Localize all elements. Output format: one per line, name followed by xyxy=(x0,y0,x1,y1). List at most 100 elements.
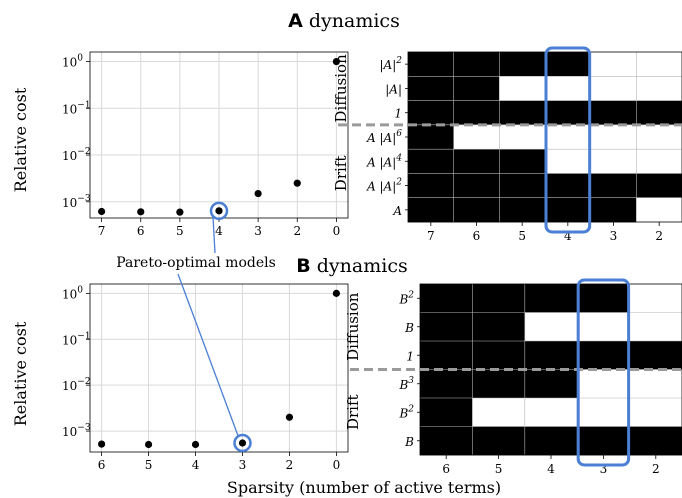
scatter-ytick-label: 10−1 xyxy=(62,331,91,347)
heatmap-cell xyxy=(420,312,473,342)
heatmap-row-label-base: A xyxy=(392,204,402,218)
scatter-xtick-label: 2 xyxy=(293,224,301,238)
heatmap-cell xyxy=(545,100,591,126)
heatmap-cell xyxy=(545,52,591,77)
heatmap-row-label-base: B xyxy=(398,292,408,306)
heatmap-row-label-exp: 3 xyxy=(408,376,414,386)
heatmap-cell xyxy=(590,124,637,150)
heatmap-cell xyxy=(453,52,500,77)
scatter-a-ylabel: Relative cost xyxy=(11,87,30,192)
heatmap-col-label: 2 xyxy=(652,462,660,476)
scatter-point xyxy=(215,207,223,215)
panel-a-letter: A xyxy=(288,10,303,32)
heatmap-group-label: Diffusion xyxy=(344,292,362,361)
scatter-point xyxy=(332,57,340,66)
heatmap-row-label-exp: 2 xyxy=(395,178,402,188)
scatter-ytick-label-exp: 0 xyxy=(77,285,83,295)
heatmap-row-label-base: B xyxy=(398,406,408,420)
heatmap-row-label-exp: 6 xyxy=(396,129,402,139)
heatmap-cell xyxy=(577,284,630,313)
scatter-ytick-label: 10−1 xyxy=(62,100,91,116)
scatter-xtick-label: 3 xyxy=(254,224,262,238)
scatter-point xyxy=(254,189,262,198)
heatmap-cell xyxy=(453,173,500,199)
heatmap-cell xyxy=(629,398,682,427)
heatmap-cell xyxy=(629,426,682,456)
scatter-point xyxy=(98,440,106,448)
heatmap-cell xyxy=(524,341,578,370)
heatmap-cell xyxy=(420,284,473,313)
heatmap-row-label-base: 1 xyxy=(394,107,402,121)
scatter-ytick-label-base: 10 xyxy=(62,56,77,70)
heatmap-row-label-base: B xyxy=(398,378,408,392)
heatmap-cell xyxy=(499,76,546,101)
scatter-xtick-label: 4 xyxy=(215,224,223,238)
scatter-frame xyxy=(89,283,349,453)
scatter-ytick-label: 10−2 xyxy=(62,377,91,393)
heatmap-col-label: 4 xyxy=(547,462,555,476)
heatmap-cell xyxy=(545,197,591,223)
heatmap-col-label: 2 xyxy=(655,229,663,243)
heatmap-cell xyxy=(420,398,473,427)
scatter-ytick-label: 100 xyxy=(62,285,83,301)
scatter-ytick-label: 10−3 xyxy=(62,423,91,439)
heatmap-cell xyxy=(577,341,630,370)
heatmap-col-label: 4 xyxy=(564,229,572,243)
heatmap-cell xyxy=(524,312,578,342)
pareto-callout xyxy=(177,216,240,438)
scatter-xtick-label: 2 xyxy=(286,458,294,472)
scatter-point xyxy=(137,208,145,216)
heatmap-row-label-base: A |A| xyxy=(366,131,396,145)
heatmap-cell xyxy=(590,100,637,126)
heatmap-cell xyxy=(499,124,546,150)
heatmap-cell xyxy=(524,284,578,313)
heatmap-a: |A|2|A|1A |A|6A |A|4A |A|2A7 6 5 4 3 2Diffusi… xyxy=(332,46,682,243)
scatter-point xyxy=(293,179,301,187)
heatmap-cell xyxy=(590,149,637,174)
heatmap-cell xyxy=(472,398,526,427)
scatter-point xyxy=(238,439,247,447)
heatmap-cell xyxy=(408,124,454,150)
scatter-ytick-label-base: 10 xyxy=(62,379,77,393)
scatter-ytick-label-exp: −2 xyxy=(77,147,90,157)
scatter-xtick-label: 4 xyxy=(192,458,200,472)
heatmap-row-label: B xyxy=(404,321,414,335)
heatmap-cell xyxy=(499,52,546,77)
scatter-ytick-label-exp: 0 xyxy=(77,54,83,64)
heatmap-row-label-base: A |A| xyxy=(366,180,396,194)
heatmap-cell xyxy=(499,173,546,199)
scatter-ytick-label-exp: −1 xyxy=(77,100,90,110)
heatmap-cell xyxy=(590,76,637,101)
heatmap-col-label: 3 xyxy=(600,462,608,476)
heatmap-cell xyxy=(499,197,546,223)
heatmap-cell xyxy=(453,76,500,101)
scatter-ytick-label-exp: −3 xyxy=(77,423,91,433)
heatmap-cell xyxy=(636,52,682,77)
panel-b-letter: B xyxy=(296,255,310,277)
heatmap-row-label-base: |A| xyxy=(380,58,397,72)
heatmap-col-label: 3 xyxy=(610,229,618,243)
heatmap-cell xyxy=(629,284,682,313)
heatmap-cell xyxy=(636,173,682,199)
scatter-ytick-label-exp: −3 xyxy=(77,194,91,204)
heatmap-row-label-exp: 2 xyxy=(407,290,414,300)
heatmap-cell xyxy=(545,173,591,199)
heatmap-cell xyxy=(636,76,682,101)
scatter-xtick-label: 5 xyxy=(145,458,153,472)
panel-b-word: dynamics xyxy=(317,255,408,277)
heatmap-row-label-base: |A| xyxy=(385,82,402,96)
heatmap-cell xyxy=(590,197,637,223)
scatter-ytick-label: 10−2 xyxy=(62,147,91,163)
heatmap-cell xyxy=(472,284,526,313)
scatter-point xyxy=(191,440,200,449)
shared-xlabel: Sparsity (number of active terms) xyxy=(227,478,501,497)
heatmap-cell xyxy=(408,76,454,101)
heatmap-cell xyxy=(577,312,630,342)
scatter-ytick-label: 100 xyxy=(62,54,83,70)
heatmap-cell xyxy=(577,398,630,427)
scatter-xtick-label: 6 xyxy=(98,458,106,472)
